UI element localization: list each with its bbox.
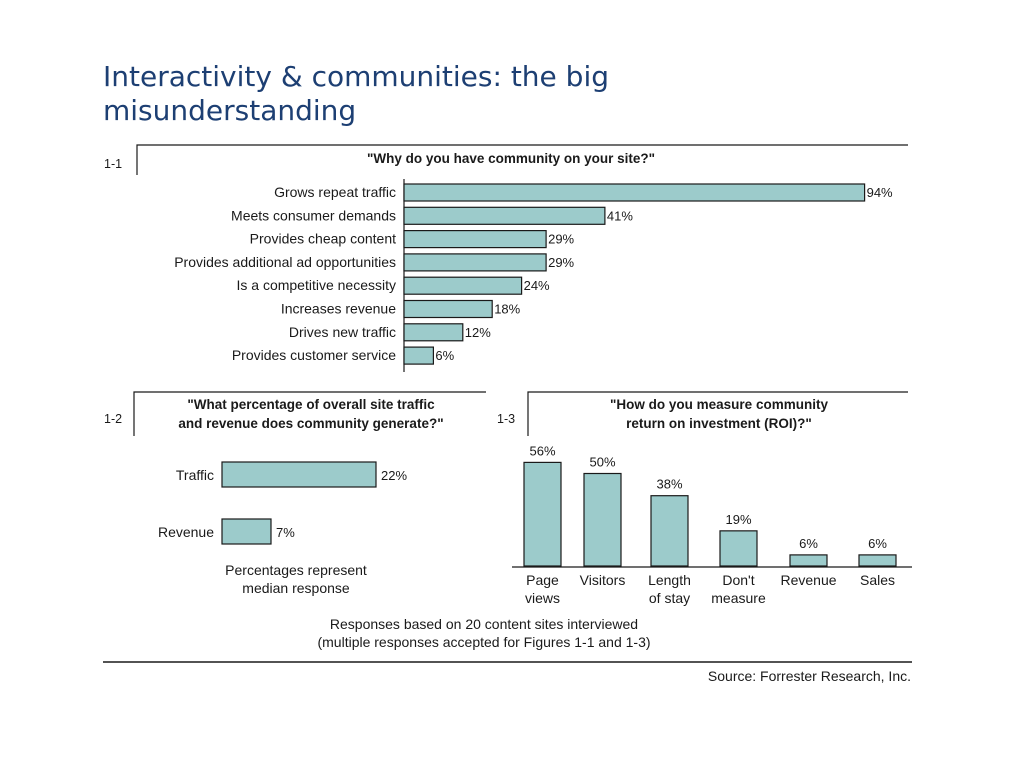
value-label-1-1-1: 41% [607,208,633,223]
value-label-1-3-5: 6% [868,536,887,551]
bar-1-2-1 [221,518,272,545]
category-label-1-3-1-0: Visitors [580,572,626,588]
value-label-1-3-0: 56% [529,443,555,458]
category-label-1-3-4-0: Revenue [780,572,836,588]
figure-1-2-frame [133,391,486,436]
figure-1-3: 1-3 "How do you measure community return… [497,391,912,606]
category-label-1-3-2-1: of stay [649,590,690,606]
figure-1-1-frame [136,144,908,175]
value-label-1-3-4: 6% [799,536,818,551]
footer-note-line1: Responses based on 20 content sites inte… [330,616,638,632]
value-label-1-1-0: 94% [867,185,893,200]
category-label-1-3-0-0: Page [526,572,559,588]
slide-title: Interactivity & communities: the big mis… [103,60,609,127]
bar-1-3-4 [789,554,828,567]
bar-1-1-4 [403,276,523,295]
figure-1-2: 1-2 "What percentage of overall site tra… [104,391,486,596]
value-label-1-2-1: 7% [276,525,295,540]
figure-1-1-label: 1-1 [104,157,122,171]
value-label-1-1-3: 29% [548,255,574,270]
value-label-1-3-1: 50% [589,455,615,470]
footer-note-line2: (multiple responses accepted for Figures… [317,634,650,650]
bar-1-3-3 [719,530,758,567]
bar-1-1-7 [403,346,434,365]
bar-1-3-0 [523,461,562,567]
category-label-1-1-4: Is a competitive necessity [236,277,396,293]
figure-1-2-note-line1: Percentages represent [225,562,367,578]
category-label-1-2-0: Traffic [176,467,214,483]
figure-1-2-question-line2: and revenue does community generate?" [178,416,443,431]
category-label-1-1-5: Increases revenue [281,301,396,317]
bar-1-3-1 [583,472,622,567]
bar-1-1-3 [403,253,547,272]
value-label-1-3-3: 19% [725,512,751,527]
value-label-1-3-2: 38% [656,477,682,492]
figure-1-3-question-line2: return on investment (ROI)?" [626,416,812,431]
category-label-1-3-5-0: Sales [860,572,895,588]
figure-1-3-label: 1-3 [497,412,515,426]
bar-1-2-0 [221,461,377,488]
bar-1-3-2 [650,495,689,567]
figure-1-1: 1-1 "Why do you have community on your s… [104,144,908,372]
category-label-1-3-2-0: Length [648,572,691,588]
value-label-1-1-5: 18% [494,302,520,317]
category-label-1-3-3-0: Don't [722,572,754,588]
category-label-1-3-0-1: views [525,590,560,606]
figure-1-3-question-line1: "How do you measure community [610,397,828,412]
category-label-1-1-3: Provides additional ad opportunities [174,254,396,270]
figure-1-2-note-line2: median response [242,580,350,596]
figure-1-2-question-line1: "What percentage of overall site traffic [187,397,435,412]
category-label-1-1-2: Provides cheap content [250,231,396,247]
figure-1-3-frame [527,391,908,436]
category-label-1-1-0: Grows repeat traffic [274,184,396,200]
category-label-1-2-1: Revenue [158,524,214,540]
bar-1-1-1 [403,206,606,225]
figure-1-1-question: "Why do you have community on your site?… [367,151,655,166]
category-label-1-3-3-1: measure [711,590,766,606]
value-label-1-1-7: 6% [435,348,454,363]
value-label-1-2-0: 22% [381,468,407,483]
value-label-1-1-6: 12% [465,325,491,340]
footer-source: Source: Forrester Research, Inc. [708,668,911,684]
bar-1-1-5 [403,299,493,319]
bar-1-1-2 [403,230,547,249]
category-label-1-1-1: Meets consumer demands [231,207,396,223]
bar-1-3-5 [858,554,897,567]
figure-1-2-label: 1-2 [104,412,122,426]
category-label-1-1-6: Drives new traffic [289,324,396,340]
category-label-1-1-7: Provides customer service [232,347,396,363]
value-label-1-1-2: 29% [548,232,574,247]
bar-1-1-0 [403,183,866,202]
bar-1-1-6 [403,323,464,342]
value-label-1-1-4: 24% [524,278,550,293]
